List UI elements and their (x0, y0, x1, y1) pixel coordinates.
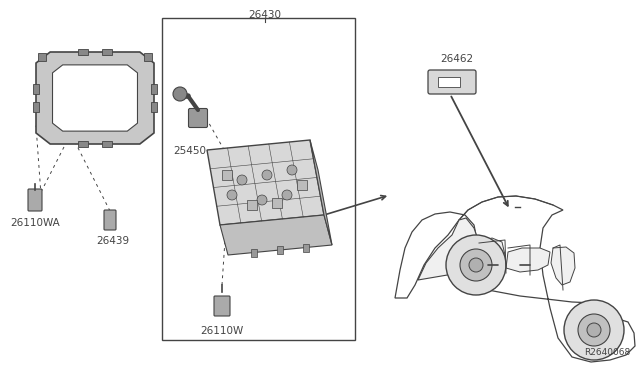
Circle shape (578, 314, 610, 346)
Bar (277, 246, 283, 254)
FancyBboxPatch shape (214, 296, 230, 316)
Bar (303, 244, 309, 251)
Circle shape (460, 249, 492, 281)
Polygon shape (310, 140, 332, 245)
FancyBboxPatch shape (28, 189, 42, 211)
Bar (272, 198, 282, 208)
Text: R2640068: R2640068 (584, 348, 630, 357)
Bar (102, 49, 112, 55)
Polygon shape (506, 248, 550, 272)
Bar (144, 52, 152, 61)
Polygon shape (551, 247, 575, 285)
Circle shape (469, 258, 483, 272)
Polygon shape (395, 196, 635, 362)
Bar (251, 248, 257, 257)
Polygon shape (36, 52, 154, 144)
Bar (162, 18, 355, 340)
Text: 26110WA: 26110WA (10, 218, 60, 228)
Bar (102, 141, 112, 147)
Circle shape (237, 175, 247, 185)
Polygon shape (52, 65, 138, 131)
Polygon shape (220, 215, 332, 255)
FancyBboxPatch shape (189, 109, 207, 128)
Bar (78, 49, 88, 55)
Circle shape (257, 195, 267, 205)
Text: 26110W: 26110W (200, 326, 244, 336)
Bar (222, 170, 232, 180)
Bar (151, 84, 157, 94)
Circle shape (227, 190, 237, 200)
Bar (78, 141, 88, 147)
Polygon shape (418, 218, 478, 280)
Circle shape (282, 190, 292, 200)
FancyBboxPatch shape (104, 210, 116, 230)
FancyBboxPatch shape (428, 70, 476, 94)
Text: 25450: 25450 (173, 146, 207, 156)
Bar (247, 200, 257, 210)
Bar (33, 102, 39, 112)
Circle shape (587, 323, 601, 337)
Circle shape (287, 165, 297, 175)
Bar (438, 77, 460, 87)
Circle shape (446, 235, 506, 295)
Text: 26439: 26439 (97, 236, 129, 246)
Polygon shape (470, 238, 505, 275)
Text: 26462: 26462 (440, 54, 474, 64)
Polygon shape (207, 140, 324, 225)
Circle shape (564, 300, 624, 360)
Circle shape (173, 87, 187, 101)
Text: 26430: 26430 (248, 10, 282, 20)
Bar (38, 52, 46, 61)
Circle shape (262, 170, 272, 180)
Bar (151, 102, 157, 112)
Bar (33, 84, 39, 94)
Bar (297, 180, 307, 190)
